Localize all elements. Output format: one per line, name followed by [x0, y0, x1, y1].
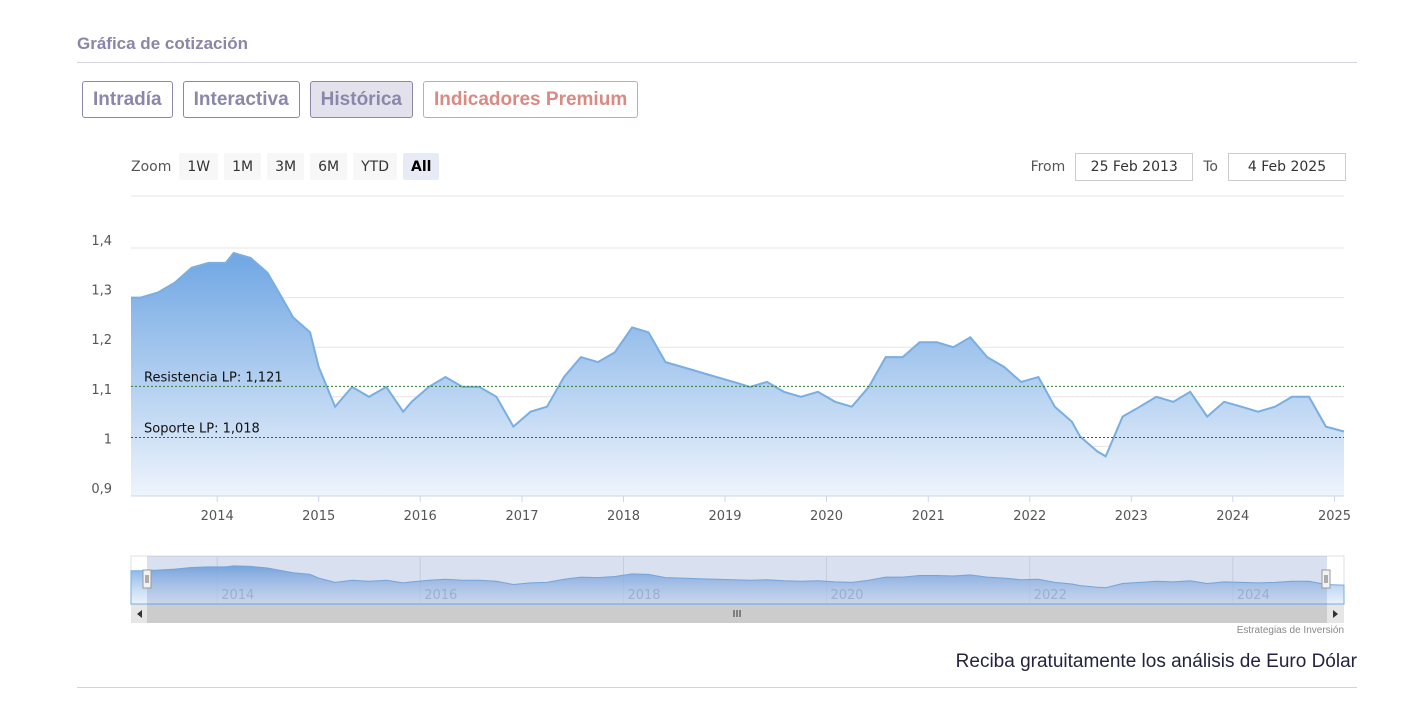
section-title: Gráfica de cotización: [77, 34, 248, 53]
x-tick-label: 2017: [505, 509, 538, 524]
x-axis: 2014 2015 2016 2017 2018 2019 2020 2021 2022 2023…: [201, 496, 1351, 524]
navigator-selection[interactable]: [147, 556, 1327, 605]
x-tick-label: 2015: [302, 509, 335, 524]
x-tick-label: 2019: [708, 509, 741, 524]
navigator-series: [130, 565, 1345, 605]
x-tick-label: 2018: [607, 509, 640, 524]
navigator[interactable]: 201420162018202020222024: [130, 555, 1345, 606]
arrow-left-icon: [137, 610, 142, 618]
tab-historica[interactable]: Histórica: [309, 81, 413, 118]
price-area: [131, 253, 1344, 496]
zoom-label: Zoom: [131, 158, 172, 175]
date-range-selector: From To: [1031, 153, 1346, 181]
from-label: From: [1030, 159, 1066, 175]
to-date-input[interactable]: [1228, 153, 1346, 181]
x-tick-label: 2020: [810, 509, 843, 524]
zoom-1m-button[interactable]: 1M: [224, 153, 262, 180]
zoom-3m-button[interactable]: 3M: [267, 153, 305, 180]
y-tick-label: 1,4: [91, 234, 112, 249]
x-tick-label: 2014: [201, 509, 234, 524]
y-tick-label: 1,2: [91, 333, 112, 348]
zoom-ytd-button[interactable]: YTD: [353, 153, 397, 180]
zoom-all-button[interactable]: All: [403, 153, 440, 180]
x-tick-label: 2025: [1318, 509, 1351, 524]
x-tick-label: 2023: [1115, 509, 1148, 524]
tab-intradia[interactable]: Intradía: [82, 81, 173, 118]
arrow-right-icon: [1333, 610, 1338, 618]
y-axis: 0,9 1 1,1 1,2 1,3 1,4: [91, 234, 112, 497]
support-label: Soporte LP: 1,018: [144, 421, 260, 436]
scrollbar[interactable]: [131, 605, 1344, 623]
x-tick-label: 2024: [1216, 509, 1249, 524]
x-tick-label: 2016: [404, 509, 437, 524]
right-handle-grip[interactable]: [1321, 569, 1331, 589]
y-tick-label: 1,3: [91, 284, 112, 299]
left-handle-grip[interactable]: [142, 569, 152, 589]
zoom-6m-button[interactable]: 6M: [310, 153, 348, 180]
price-line: [131, 251, 1345, 458]
support-resistance-lines: Resistencia LP: 1,121 Soporte LP: 1,018: [131, 370, 1344, 438]
x-tick-label: 2021: [912, 509, 945, 524]
navigator-left-handle[interactable]: [142, 569, 152, 589]
resistance-label: Resistencia LP: 1,121: [144, 370, 283, 385]
y-tick-label: 0,9: [91, 482, 112, 497]
from-date-input[interactable]: [1075, 153, 1194, 181]
navigator-right-handle[interactable]: [1321, 569, 1331, 589]
chart-tabs: Intradía Interactiva Histórica Indicador…: [82, 81, 639, 118]
zoom-selector: Zoom 1W 1M 3M 6M YTD All: [131, 153, 440, 180]
tab-indicadores-premium[interactable]: Indicadores Premium: [422, 81, 639, 118]
chart-credits[interactable]: Estrategias de Inversión: [1236, 625, 1344, 636]
tab-interactiva[interactable]: Interactiva: [182, 81, 300, 118]
to-label: To: [1203, 159, 1218, 175]
newsletter-cta[interactable]: Reciba gratuitamente los análisis de Eur…: [955, 651, 1357, 672]
x-tick-label: 2022: [1013, 509, 1046, 524]
zoom-1w-button[interactable]: 1W: [179, 153, 219, 180]
top-divider: [77, 62, 1357, 63]
y-tick-label: 1: [104, 432, 112, 447]
y-tick-label: 1,1: [91, 383, 112, 398]
bottom-divider: [77, 687, 1357, 688]
